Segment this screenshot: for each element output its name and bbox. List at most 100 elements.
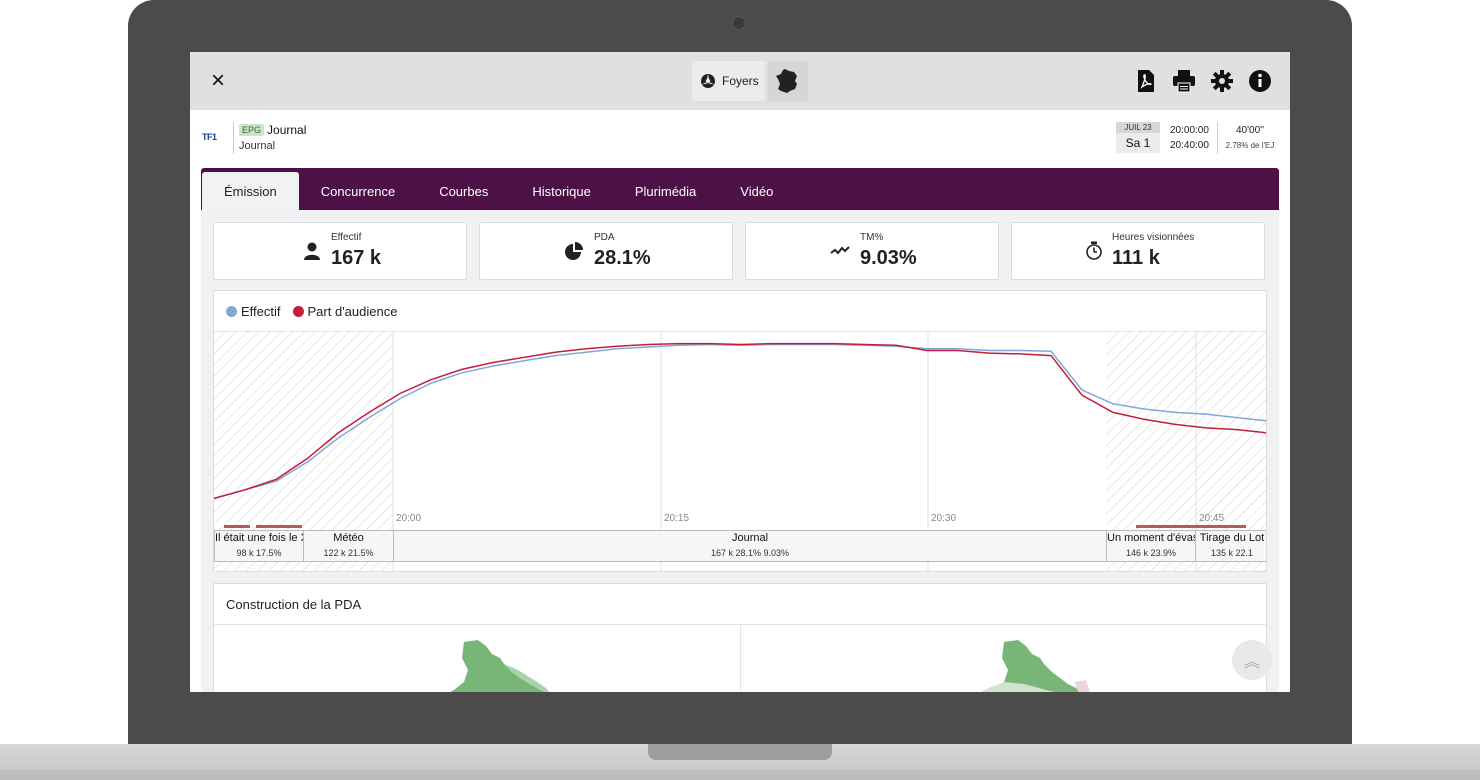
region-map-left: [450, 640, 549, 692]
tab-emission[interactable]: Émission: [202, 172, 299, 210]
ad-break-marker: [1136, 525, 1246, 528]
main-content: Effectif 167 k PDA 28.1% TM% 9.03%: [201, 210, 1279, 692]
kpi-value: 111 k: [1112, 247, 1160, 269]
segment-title: Il était une fois le X: [215, 532, 303, 544]
camera: [732, 16, 746, 30]
settings-button[interactable]: [1210, 68, 1234, 94]
kpi-effectif: Effectif 167 k: [213, 222, 467, 280]
program-segments: Il était une fois le X 98 k 17.5% Météo …: [214, 530, 1266, 562]
kpi-value: 9.03%: [860, 247, 917, 269]
region-button[interactable]: [767, 61, 808, 101]
tab-courbes[interactable]: Courbes: [439, 183, 489, 199]
kpi-label: TM%: [860, 232, 884, 243]
time-start: 20:00:00: [1170, 125, 1209, 136]
date-day: Sa 1: [1116, 133, 1160, 153]
segment-title: Tirage du Lot: [1199, 532, 1265, 544]
time-end: 20:40:00: [1170, 140, 1209, 151]
segment-journal[interactable]: Journal 167 k 28.1% 9.03%: [393, 530, 1106, 562]
program-header: TF1 EPG Journal Journal JUIL 23 Sa 1 20:…: [190, 110, 1290, 166]
legend-label: Part d'audience: [307, 304, 398, 319]
epg-badge: EPG: [239, 124, 265, 136]
segment-stats: 146 k 23.9%: [1125, 548, 1177, 558]
tab-historique[interactable]: Historique: [532, 183, 591, 199]
program-subtitle: Journal: [239, 140, 276, 152]
legend-effectif[interactable]: Effectif: [226, 304, 281, 319]
scroll-to-top-button[interactable]: ︽: [1232, 640, 1272, 680]
segment-title: Journal: [731, 532, 769, 544]
divider: [1217, 122, 1218, 154]
print-icon: [1173, 70, 1195, 93]
stopwatch-icon: [1086, 241, 1102, 260]
time-range: 20:00:00 20:40:00: [1170, 123, 1209, 153]
legend-dot: [226, 306, 237, 317]
segment-stats: 135 k 22.1: [1210, 548, 1254, 558]
segment-stats: 122 k 21.5%: [323, 548, 374, 558]
kpi-heures: Heures visionnées 111 k: [1011, 222, 1265, 280]
x-tick: 20:45: [1199, 513, 1224, 524]
pdf-button[interactable]: [1134, 68, 1158, 94]
tab-plurimedia[interactable]: Plurimédia: [634, 183, 697, 199]
x-tick: 20:15: [664, 513, 689, 524]
segment-moment[interactable]: Un moment d'évas 146 k 23.9%: [1106, 530, 1195, 562]
segment-tirage[interactable]: Tirage du Lot 135 k 22.1: [1195, 530, 1266, 562]
date-month: JUIL 23: [1116, 122, 1160, 133]
divider: [214, 624, 1266, 625]
duration-value: 40'00'': [1236, 125, 1264, 136]
kpi-pda: PDA 28.1%: [479, 222, 733, 280]
chart-legend: Effectif Part d'audience: [226, 304, 397, 319]
trend-icon: [830, 246, 850, 255]
duration-share: 2.78% de l'EJ: [1225, 141, 1275, 150]
foyers-label: Foyers: [722, 74, 759, 88]
target-tools: Foyers: [692, 61, 808, 101]
segment-il-etait[interactable]: Il était une fois le X 98 k 17.5%: [214, 530, 303, 562]
tab-video[interactable]: Vidéo: [740, 183, 774, 199]
kpi-value: 167 k: [331, 247, 382, 269]
region-map-right: [982, 640, 1090, 692]
top-toolbar: × Foyers: [190, 52, 1290, 110]
duration: 40'00'' 2.78% de l'EJ: [1222, 123, 1278, 153]
segment-stats: 98 k 17.5%: [236, 548, 282, 558]
kpi-label: Heures visionnées: [1112, 232, 1195, 243]
foyers-icon: [701, 74, 715, 88]
pda-construction-card: Construction de la PDA: [213, 583, 1267, 692]
laptop-notch: [648, 744, 832, 760]
series-pda-line: [214, 342, 1266, 500]
segment-meteo[interactable]: Météo 122 k 21.5%: [303, 530, 393, 562]
date-badge: JUIL 23 Sa 1: [1116, 122, 1160, 153]
audience-chart-card: Effectif Part d'audience: [213, 290, 1267, 572]
double-chevron-up-icon: ︽: [1243, 654, 1260, 671]
channel-logo: TF1: [202, 132, 217, 142]
person-icon: [304, 242, 320, 260]
pdf-icon: [1138, 70, 1154, 92]
program-title-text: Journal: [267, 123, 307, 137]
legend-pda[interactable]: Part d'audience: [292, 304, 398, 319]
x-tick: 20:30: [931, 513, 956, 524]
x-tick: 20:00: [396, 513, 421, 524]
app-screen: × Foyers: [190, 52, 1290, 692]
kpi-label: PDA: [594, 232, 615, 243]
info-button[interactable]: [1248, 68, 1272, 94]
print-button[interactable]: [1172, 68, 1196, 94]
ad-break-marker: [256, 525, 302, 528]
legend-dot: [292, 306, 304, 317]
tab-concurrence[interactable]: Concurrence: [320, 183, 396, 199]
program-title: EPG Journal: [239, 123, 306, 137]
france-map-icon: [775, 69, 797, 93]
legend-label: Effectif: [241, 304, 281, 319]
close-icon[interactable]: ×: [210, 67, 225, 94]
kpi-tm: TM% 9.03%: [745, 222, 999, 280]
series-effectif-line: [214, 343, 1266, 500]
foyers-button[interactable]: Foyers: [692, 61, 765, 101]
segment-title: Un moment d'évas: [1107, 532, 1195, 544]
divider: [740, 625, 741, 692]
divider: [233, 122, 234, 154]
gear-icon: [1211, 70, 1233, 92]
card-title: Construction de la PDA: [226, 597, 362, 612]
tab-bar: Émission Concurrence Courbes Historique …: [201, 168, 1279, 210]
info-icon: [1249, 70, 1271, 92]
segment-stats: 167 k 28.1% 9.03%: [710, 548, 790, 558]
segment-title: Météo: [333, 532, 364, 544]
kpi-label: Effectif: [331, 232, 362, 243]
right-tools: [1134, 68, 1272, 94]
pie-icon: [565, 242, 583, 260]
